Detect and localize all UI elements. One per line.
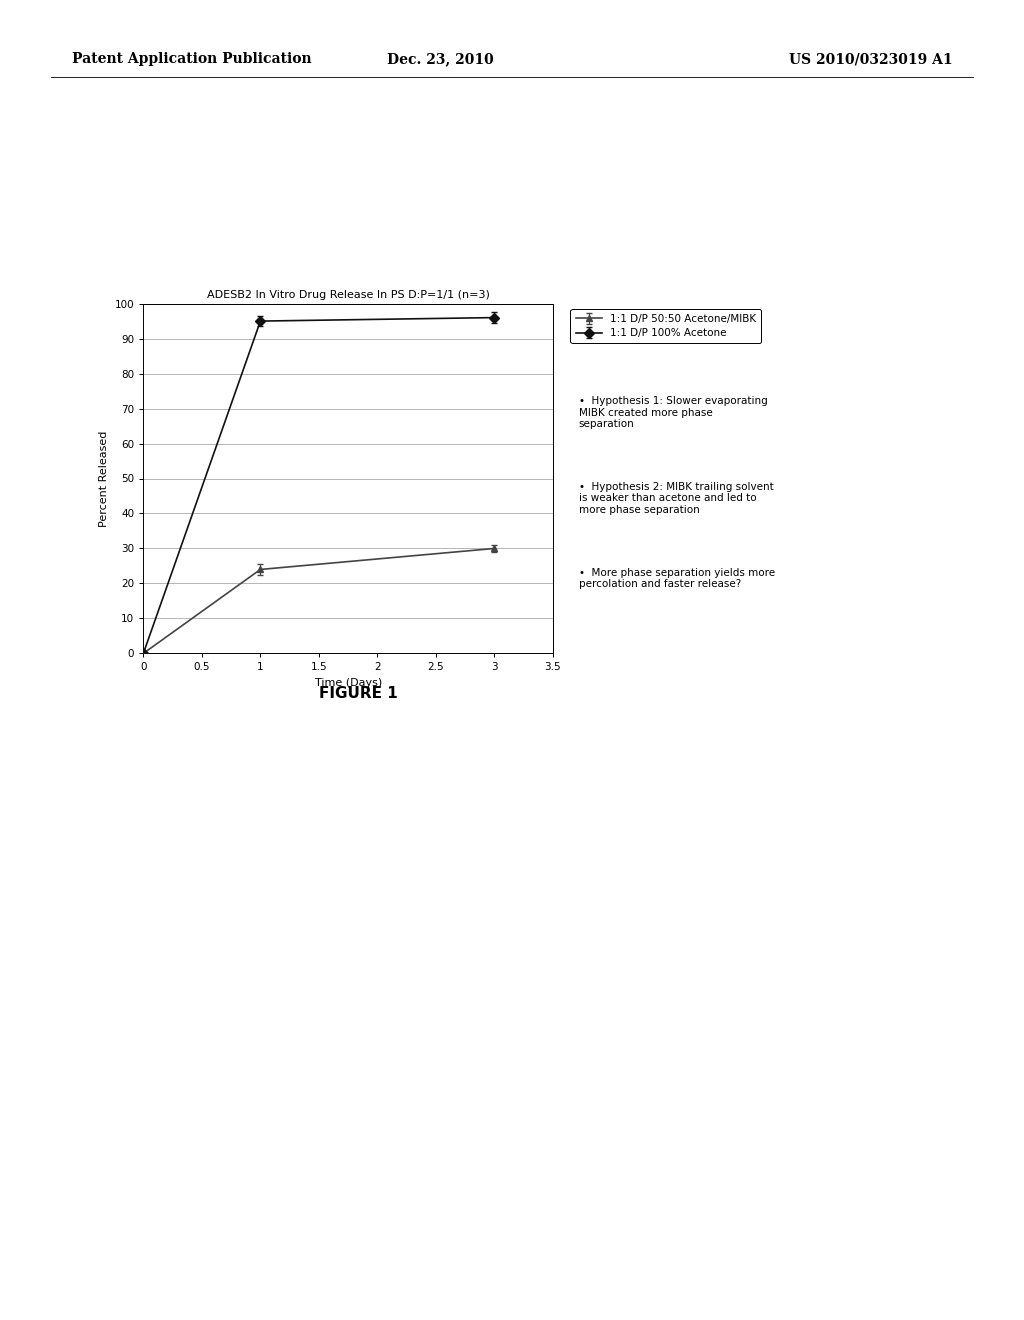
Text: •  Hypothesis 1: Slower evaporating
MIBK created more phase
separation: • Hypothesis 1: Slower evaporating MIBK … — [579, 396, 767, 429]
Text: Patent Application Publication: Patent Application Publication — [72, 53, 311, 66]
Text: •  Hypothesis 2: MIBK trailing solvent
is weaker than acetone and led to
more ph: • Hypothesis 2: MIBK trailing solvent is… — [579, 482, 773, 515]
Text: US 2010/0323019 A1: US 2010/0323019 A1 — [788, 53, 952, 66]
Legend: 1:1 D/P 50:50 Acetone/MIBK, 1:1 D/P 100% Acetone: 1:1 D/P 50:50 Acetone/MIBK, 1:1 D/P 100%… — [570, 309, 762, 343]
X-axis label: Time (Days): Time (Days) — [314, 678, 382, 688]
Y-axis label: Percent Released: Percent Released — [99, 430, 110, 527]
Text: •  More phase separation yields more
percolation and faster release?: • More phase separation yields more perc… — [579, 568, 775, 589]
Text: Dec. 23, 2010: Dec. 23, 2010 — [387, 53, 494, 66]
Title: ADESB2 In Vitro Drug Release In PS D:P=1/1 (n=3): ADESB2 In Vitro Drug Release In PS D:P=1… — [207, 290, 489, 300]
Text: FIGURE 1: FIGURE 1 — [319, 685, 397, 701]
